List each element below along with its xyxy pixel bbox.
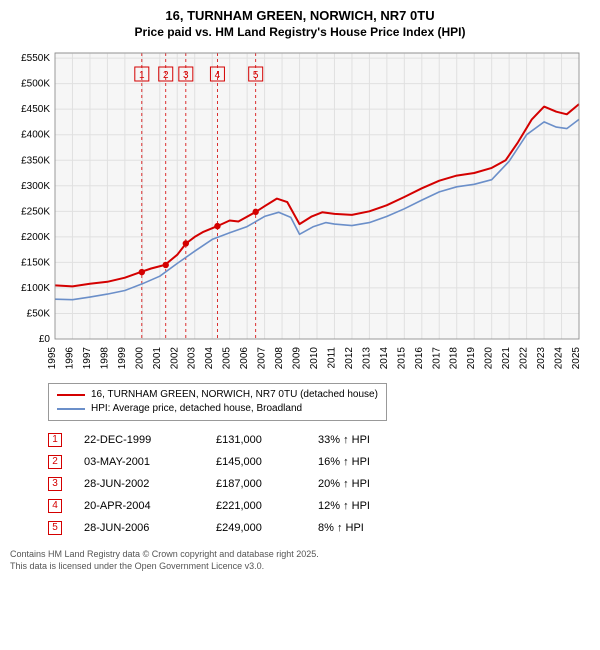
legend-label: HPI: Average price, detached house, Broa… (91, 402, 302, 416)
svg-text:£200K: £200K (21, 232, 50, 243)
transaction-row: 5 28-JUN-2006 £249,000 8% ↑ HPI (48, 517, 590, 539)
transaction-marker-box: 1 (48, 433, 62, 447)
svg-text:2007: 2007 (257, 347, 268, 370)
svg-text:2017: 2017 (431, 347, 442, 370)
svg-text:1998: 1998 (99, 347, 110, 370)
transaction-price: £249,000 (216, 517, 296, 539)
svg-text:1997: 1997 (82, 347, 93, 370)
transaction-pct: 16% ↑ HPI (318, 451, 408, 473)
svg-text:2024: 2024 (554, 347, 565, 370)
transaction-marker-box: 2 (48, 455, 62, 469)
chart-area: £0 £50K £100K £150K £200K £250K £300K £350K £400… (10, 47, 590, 377)
svg-text:1: 1 (139, 70, 145, 81)
svg-text:2008: 2008 (274, 347, 285, 370)
svg-text:£450K: £450K (21, 104, 50, 115)
transaction-marker-box: 3 (48, 477, 62, 491)
svg-text:3: 3 (183, 70, 189, 81)
svg-text:2002: 2002 (169, 347, 180, 370)
svg-text:2006: 2006 (239, 347, 250, 370)
transaction-pct: 20% ↑ HPI (318, 473, 408, 495)
svg-text:2022: 2022 (519, 347, 530, 370)
transaction-price: £187,000 (216, 473, 296, 495)
svg-text:1996: 1996 (64, 347, 75, 370)
footer-line2: This data is licensed under the Open Gov… (10, 561, 590, 573)
svg-text:2013: 2013 (361, 347, 372, 370)
svg-text:1999: 1999 (117, 347, 128, 370)
svg-text:2019: 2019 (466, 347, 477, 370)
footer-line1: Contains HM Land Registry data © Crown c… (10, 549, 590, 561)
chart-container: 16, TURNHAM GREEN, NORWICH, NR7 0TU Pric… (0, 0, 600, 572)
svg-text:£50K: £50K (27, 308, 51, 319)
svg-text:£400K: £400K (21, 130, 50, 141)
legend-label: 16, TURNHAM GREEN, NORWICH, NR7 0TU (det… (91, 388, 378, 402)
legend-swatch (57, 408, 85, 410)
transaction-price: £145,000 (216, 451, 296, 473)
svg-text:2021: 2021 (501, 347, 512, 370)
svg-text:2023: 2023 (536, 347, 547, 370)
legend-item: HPI: Average price, detached house, Broa… (57, 402, 378, 416)
transaction-marker-box: 4 (48, 499, 62, 513)
svg-text:2009: 2009 (292, 347, 303, 370)
transaction-row: 3 28-JUN-2002 £187,000 20% ↑ HPI (48, 473, 590, 495)
transaction-marker-box: 5 (48, 521, 62, 535)
title-block: 16, TURNHAM GREEN, NORWICH, NR7 0TU Pric… (0, 0, 600, 43)
transaction-pct: 8% ↑ HPI (318, 517, 408, 539)
svg-text:2016: 2016 (414, 347, 425, 370)
svg-text:2010: 2010 (309, 347, 320, 370)
svg-text:1995: 1995 (47, 347, 58, 370)
title-address: 16, TURNHAM GREEN, NORWICH, NR7 0TU (10, 8, 590, 23)
svg-text:5: 5 (253, 70, 259, 81)
svg-text:£500K: £500K (21, 79, 50, 90)
legend: 16, TURNHAM GREEN, NORWICH, NR7 0TU (det… (48, 383, 387, 421)
svg-text:£100K: £100K (21, 283, 50, 294)
svg-text:2001: 2001 (152, 347, 163, 370)
transaction-row: 1 22-DEC-1999 £131,000 33% ↑ HPI (48, 429, 590, 451)
svg-text:2014: 2014 (379, 347, 390, 370)
transaction-pct: 33% ↑ HPI (318, 429, 408, 451)
svg-text:2000: 2000 (134, 347, 145, 370)
svg-text:£350K: £350K (21, 155, 50, 166)
svg-text:2011: 2011 (326, 347, 337, 369)
transaction-row: 4 20-APR-2004 £221,000 12% ↑ HPI (48, 495, 590, 517)
line-chart: £0 £50K £100K £150K £200K £250K £300K £350K £400… (10, 47, 585, 377)
transaction-price: £221,000 (216, 495, 296, 517)
svg-text:£250K: £250K (21, 206, 50, 217)
svg-text:2018: 2018 (449, 347, 460, 370)
svg-text:2005: 2005 (222, 347, 233, 370)
svg-text:2025: 2025 (571, 347, 582, 370)
svg-text:£550K: £550K (21, 53, 50, 64)
legend-item: 16, TURNHAM GREEN, NORWICH, NR7 0TU (det… (57, 388, 378, 402)
transaction-price: £131,000 (216, 429, 296, 451)
transactions-table: 1 22-DEC-1999 £131,000 33% ↑ HPI 2 03-MAY-200… (48, 429, 590, 539)
svg-text:2004: 2004 (204, 347, 215, 370)
transaction-date: 20-APR-2004 (84, 495, 194, 517)
transaction-date: 28-JUN-2002 (84, 473, 194, 495)
svg-text:2012: 2012 (344, 347, 355, 370)
svg-text:2020: 2020 (484, 347, 495, 370)
legend-swatch (57, 394, 85, 396)
svg-text:£150K: £150K (21, 257, 50, 268)
svg-text:2003: 2003 (187, 347, 198, 370)
svg-text:2: 2 (163, 70, 169, 81)
transaction-date: 03-MAY-2001 (84, 451, 194, 473)
footer-attribution: Contains HM Land Registry data © Crown c… (10, 549, 590, 572)
svg-text:£0: £0 (39, 334, 51, 345)
transaction-row: 2 03-MAY-2001 £145,000 16% ↑ HPI (48, 451, 590, 473)
title-subtitle: Price paid vs. HM Land Registry's House … (10, 25, 590, 39)
svg-text:£300K: £300K (21, 181, 50, 192)
transaction-date: 22-DEC-1999 (84, 429, 194, 451)
transaction-pct: 12% ↑ HPI (318, 495, 408, 517)
transaction-date: 28-JUN-2006 (84, 517, 194, 539)
svg-text:2015: 2015 (396, 347, 407, 370)
svg-text:4: 4 (215, 70, 221, 81)
